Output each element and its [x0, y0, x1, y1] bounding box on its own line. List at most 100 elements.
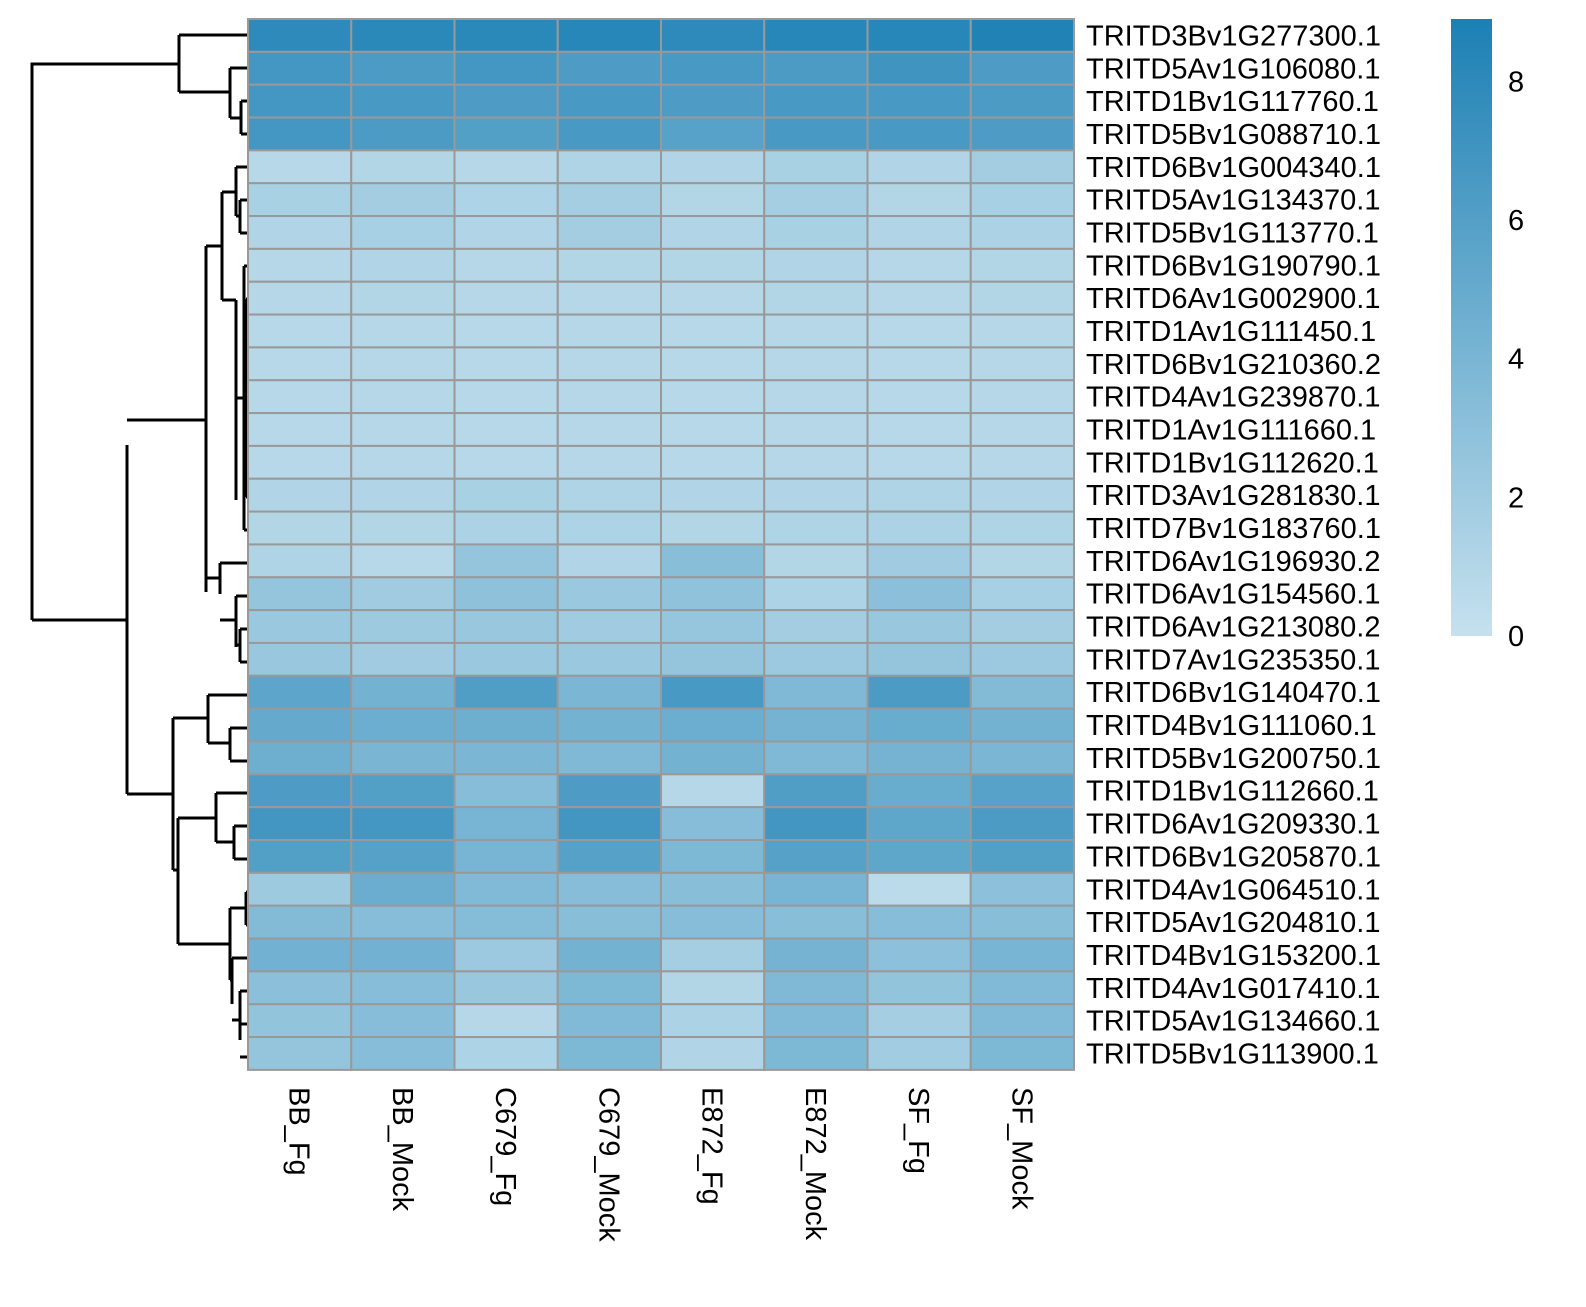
heatmap-cell — [763, 182, 869, 218]
heatmap-cell — [866, 280, 972, 316]
row-label: TRITD4Bv1G111060.1 — [1086, 710, 1377, 742]
row-label: TRITD6Av1G196930.2 — [1086, 546, 1380, 578]
heatmap-cell — [763, 18, 869, 53]
heatmap-cell — [453, 609, 559, 644]
heatmap-cell — [969, 510, 1075, 546]
row-label: TRITD6Bv1G205870.1 — [1086, 841, 1381, 873]
heatmap-cell — [866, 740, 972, 776]
row-label: TRITD5Bv1G200750.1 — [1086, 743, 1381, 775]
heatmap-cell — [350, 1036, 456, 1071]
heatmap-cell — [556, 904, 662, 940]
heatmap-cell — [763, 444, 869, 480]
heatmap-cell — [660, 379, 766, 415]
heatmap-cell — [247, 444, 353, 480]
row-labels: TRITD3Bv1G277300.1TRITD5Av1G106080.1TRIT… — [1086, 20, 1381, 1070]
column-label: SF_Fg — [902, 1087, 934, 1174]
heatmap-cell — [350, 871, 456, 907]
heatmap-cell — [969, 444, 1075, 480]
heatmap-cell — [453, 247, 559, 283]
heatmap-cell — [969, 379, 1075, 415]
heatmap-cell — [453, 116, 559, 152]
heatmap-cell — [969, 773, 1075, 809]
heatmap-cell — [763, 412, 869, 447]
heatmap-cell — [969, 182, 1075, 218]
row-dendrogram — [30, 33, 248, 1059]
heatmap-cell — [350, 773, 456, 809]
heatmap-cell — [453, 1036, 559, 1071]
heatmap-cell — [866, 444, 972, 480]
heatmap-cell — [556, 773, 662, 809]
heatmap-cell — [763, 83, 869, 119]
heatmap-cell — [556, 280, 662, 316]
legend-tick-label: 8 — [1508, 66, 1524, 98]
heatmap-cell — [247, 149, 353, 185]
heatmap-cell — [350, 674, 456, 710]
heatmap-cell — [350, 412, 456, 447]
heatmap-cell — [453, 346, 559, 382]
heatmap-cell — [969, 970, 1075, 1006]
heatmap-cell — [866, 477, 972, 513]
heatmap-cell — [350, 346, 456, 382]
column-label: BB_Fg — [283, 1087, 315, 1176]
heatmap-cell — [247, 510, 353, 546]
heatmap-cell — [866, 674, 972, 710]
row-label: TRITD3Bv1G277300.1 — [1086, 20, 1381, 52]
heatmap-cell — [969, 609, 1075, 644]
heatmap-cell — [350, 510, 456, 546]
heatmap-cell — [866, 50, 972, 86]
heatmap-cell — [247, 773, 353, 809]
column-label: C679_Fg — [489, 1087, 521, 1206]
heatmap-cell — [556, 937, 662, 973]
heatmap-cell — [866, 970, 972, 1006]
heatmap-cell — [247, 280, 353, 316]
heatmap-cell — [866, 182, 972, 218]
heatmap-cell — [660, 707, 766, 743]
heatmap-cell — [350, 313, 456, 349]
heatmap-cell — [556, 674, 662, 710]
heatmap-cell — [453, 18, 559, 53]
heatmap-cell — [866, 247, 972, 283]
heatmap-cell — [660, 773, 766, 809]
heatmap-cell — [453, 806, 559, 841]
heatmap-cell — [866, 346, 972, 382]
row-label: TRITD5Av1G134370.1 — [1086, 185, 1380, 217]
heatmap-cell — [556, 149, 662, 185]
heatmap-cell — [969, 806, 1075, 841]
heatmap-cell — [969, 116, 1075, 152]
column-labels: BB_Fg BB_Mock C679_Fg C679_Mock E872_Fg E872_… — [283, 1087, 1038, 1242]
heatmap-cell — [453, 740, 559, 776]
heatmap-cell — [453, 313, 559, 349]
heatmap-cell — [556, 707, 662, 743]
heatmap-cell — [660, 609, 766, 644]
row-label: TRITD5Bv1G088710.1 — [1086, 119, 1381, 151]
row-label: TRITD4Av1G017410.1 — [1086, 973, 1380, 1005]
heatmap-cell — [453, 707, 559, 743]
heatmap-cell — [556, 970, 662, 1006]
heatmap-cell — [556, 412, 662, 447]
heatmap-cell — [247, 839, 353, 874]
heatmap-cell — [453, 280, 559, 316]
heatmap-cell — [247, 576, 353, 612]
row-label: TRITD4Av1G239870.1 — [1086, 382, 1380, 414]
heatmap-cells — [247, 18, 1075, 1071]
heatmap-cell — [866, 379, 972, 415]
heatmap-cell — [556, 806, 662, 841]
heatmap-cell — [763, 313, 869, 349]
row-label: TRITD5Av1G134660.1 — [1086, 1006, 1380, 1038]
heatmap-cell — [660, 149, 766, 185]
heatmap-cell — [660, 543, 766, 579]
column-label: E872_Fg — [696, 1087, 728, 1205]
heatmap-cell — [660, 576, 766, 612]
heatmap-cell — [969, 18, 1075, 53]
heatmap-cell — [556, 576, 662, 612]
heatmap-cell — [453, 412, 559, 447]
heatmap-cell — [763, 576, 869, 612]
heatmap-cell — [660, 346, 766, 382]
heatmap-cell — [660, 904, 766, 940]
heatmap-cell — [556, 379, 662, 415]
heatmap-cell — [969, 346, 1075, 382]
heatmap-cell — [350, 280, 456, 316]
heatmap-cell — [866, 510, 972, 546]
heatmap-cell — [866, 149, 972, 185]
